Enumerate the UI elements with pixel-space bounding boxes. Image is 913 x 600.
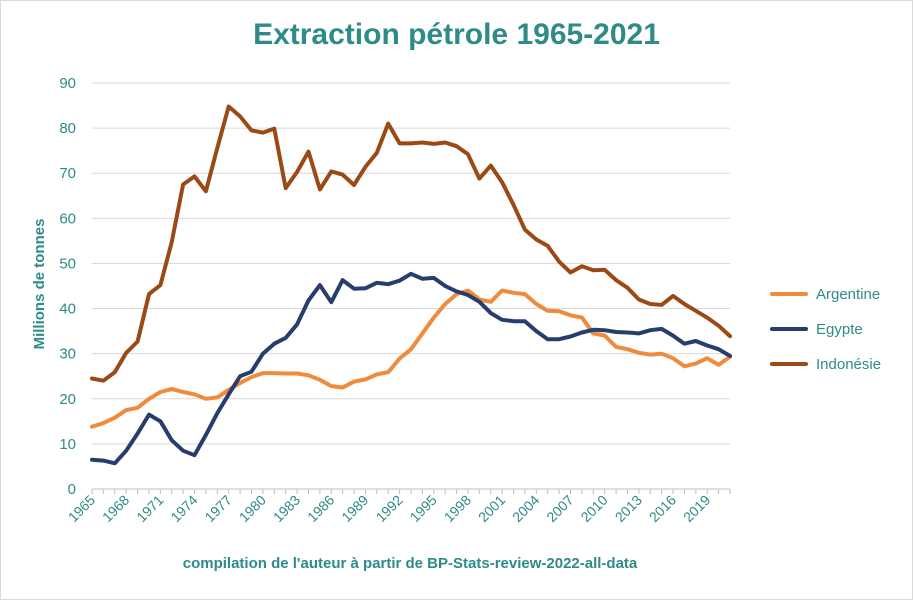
x-axis-ticks: 1965 1968 1971 1974 1977 1980 1983 1986 1989 1992…	[65, 492, 714, 525]
x-tick-label: 2001	[475, 492, 508, 525]
x-tick-label: 2010	[577, 492, 610, 525]
y-axis-label: Millions de tonnes	[31, 219, 48, 350]
x-tick-label: 1983	[270, 492, 303, 525]
y-tick-label: 40	[59, 301, 76, 318]
series-line-2	[90, 104, 732, 383]
legend: Argentine Egypte Indonésie	[770, 286, 881, 373]
y-tick-label: 20	[59, 391, 76, 408]
legend-label: Argentine	[816, 286, 880, 303]
legend-label: Egypte	[816, 321, 863, 338]
x-tick-label: 1977	[201, 492, 234, 525]
y-tick-label: 30	[59, 346, 76, 363]
x-tick-label: 1992	[372, 492, 405, 525]
y-axis-ticks: 0 10 20 30 40 50 60 70 80 90	[59, 75, 76, 498]
y-tick-label: 0	[68, 481, 76, 498]
x-tick-label: 1980	[236, 492, 269, 525]
x-tick-label: 2019	[680, 492, 713, 525]
chart-title: Extraction pétrole 1965-2021	[253, 18, 660, 51]
series-line-1	[90, 271, 732, 466]
x-axis-caption: compilation de l'auteur à partir de BP-S…	[183, 555, 638, 572]
x-tick-label: 1995	[407, 492, 440, 525]
x-axis	[91, 488, 731, 494]
x-tick-label: 2016	[646, 492, 679, 525]
x-tick-label: 1971	[133, 492, 166, 525]
legend-item: Indonésie	[770, 356, 881, 373]
x-tick-label: 2007	[543, 492, 576, 525]
series-lines	[90, 104, 732, 466]
y-tick-label: 10	[59, 436, 76, 453]
y-tick-label: 60	[59, 210, 76, 227]
x-tick-label: 1989	[338, 492, 371, 525]
x-tick-label: 2004	[509, 492, 542, 525]
x-tick-label: 1986	[304, 492, 337, 525]
y-tick-label: 50	[59, 255, 76, 272]
x-tick-label: 1974	[167, 492, 200, 525]
x-tick-label: 1998	[441, 492, 474, 525]
y-tick-label: 90	[59, 75, 76, 92]
x-tick-label: 2013	[612, 492, 645, 525]
legend-item: Argentine	[770, 286, 880, 303]
x-tick-label: 1968	[99, 492, 132, 525]
legend-label: Indonésie	[816, 356, 881, 373]
series-line-0	[90, 288, 732, 429]
y-tick-label: 80	[59, 120, 76, 137]
gridlines	[92, 82, 730, 445]
legend-item: Egypte	[770, 321, 863, 338]
y-tick-label: 70	[59, 165, 76, 182]
